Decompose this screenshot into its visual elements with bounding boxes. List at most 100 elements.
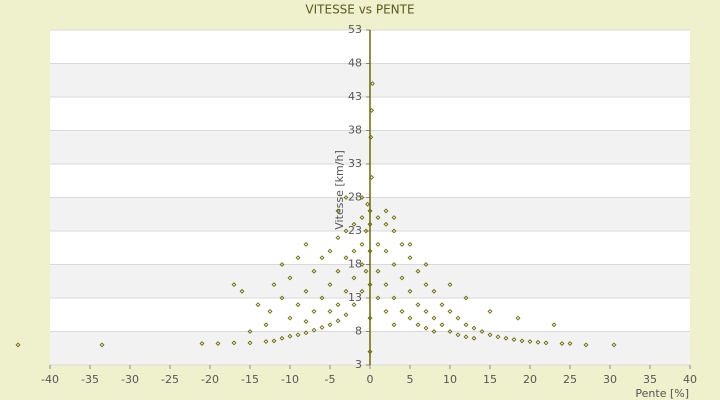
y-tick-label: 38	[348, 124, 362, 137]
point	[431, 315, 437, 321]
point	[295, 332, 301, 338]
point	[327, 282, 333, 288]
x-tick-label: 35	[643, 373, 657, 386]
point	[447, 308, 453, 314]
point	[335, 268, 341, 274]
point	[487, 308, 493, 314]
point	[363, 268, 369, 274]
x-tick-label: -10	[281, 373, 299, 386]
point	[351, 302, 357, 308]
point	[279, 262, 285, 267]
point	[327, 248, 333, 254]
point	[383, 282, 389, 288]
x-axis-title: Pente [%]	[635, 387, 689, 400]
point	[271, 282, 277, 288]
point	[423, 282, 429, 288]
point	[375, 215, 381, 221]
point	[375, 295, 381, 301]
point	[199, 341, 205, 346]
point	[311, 308, 317, 314]
point	[399, 308, 405, 314]
point	[351, 248, 357, 254]
point	[335, 235, 341, 241]
x-tick-label: -5	[325, 373, 336, 386]
point	[495, 334, 501, 340]
chart-title: VITESSE vs PENTE	[305, 3, 414, 17]
point	[287, 275, 293, 281]
y-tick-label: 8	[355, 325, 362, 338]
point	[407, 288, 413, 294]
x-tick-label: 40	[683, 373, 697, 386]
point	[319, 255, 325, 261]
point	[215, 341, 221, 346]
point	[583, 342, 589, 348]
point	[343, 255, 349, 261]
point	[399, 241, 405, 247]
point	[611, 342, 617, 348]
point	[343, 288, 349, 294]
point	[423, 262, 429, 267]
point	[471, 335, 477, 341]
point	[303, 288, 309, 294]
point	[431, 329, 437, 334]
point	[231, 282, 237, 288]
point	[383, 248, 389, 254]
point	[415, 302, 421, 308]
point	[303, 319, 309, 324]
point	[369, 174, 375, 180]
point	[463, 295, 469, 301]
y-tick-label: 33	[348, 157, 362, 170]
point	[431, 288, 437, 294]
point	[407, 315, 413, 321]
point	[375, 268, 381, 274]
point	[515, 315, 521, 321]
point	[368, 134, 374, 140]
point	[463, 322, 469, 328]
point	[367, 208, 373, 214]
x-tick-label: 25	[563, 373, 577, 386]
point	[287, 315, 293, 321]
point	[503, 335, 509, 341]
point	[279, 295, 285, 301]
point	[363, 228, 369, 234]
y-tick-label: 13	[348, 291, 362, 304]
y-tick-label: 28	[348, 191, 362, 204]
point	[367, 315, 373, 321]
point	[367, 349, 373, 355]
point	[287, 333, 293, 339]
point	[367, 248, 373, 254]
point	[327, 308, 333, 314]
point	[479, 329, 485, 334]
y-tick-label: 43	[348, 90, 362, 103]
point	[359, 215, 365, 221]
point	[463, 334, 469, 340]
point	[487, 332, 493, 338]
point	[383, 221, 389, 227]
point	[359, 241, 365, 247]
point	[383, 208, 389, 214]
point	[391, 262, 397, 267]
x-tick-label: 10	[443, 373, 457, 386]
x-tick-label: -30	[121, 373, 139, 386]
y-tick-label: 23	[348, 224, 362, 237]
point	[383, 308, 389, 314]
point	[335, 302, 341, 308]
y-tick-label: 3	[355, 358, 362, 371]
y-tick-label: 18	[348, 258, 362, 271]
point	[423, 325, 429, 331]
point	[439, 322, 445, 328]
point	[343, 195, 349, 200]
y-axis-title: Vitesse [km/h]	[333, 150, 346, 230]
point	[311, 268, 317, 274]
point	[359, 195, 365, 200]
point	[423, 308, 429, 314]
point	[543, 340, 549, 346]
point	[447, 282, 453, 288]
point	[391, 295, 397, 301]
point	[415, 322, 421, 328]
x-tick-label: 30	[603, 373, 617, 386]
point	[519, 338, 525, 344]
point	[369, 107, 375, 113]
x-tick-label: -15	[241, 373, 259, 386]
